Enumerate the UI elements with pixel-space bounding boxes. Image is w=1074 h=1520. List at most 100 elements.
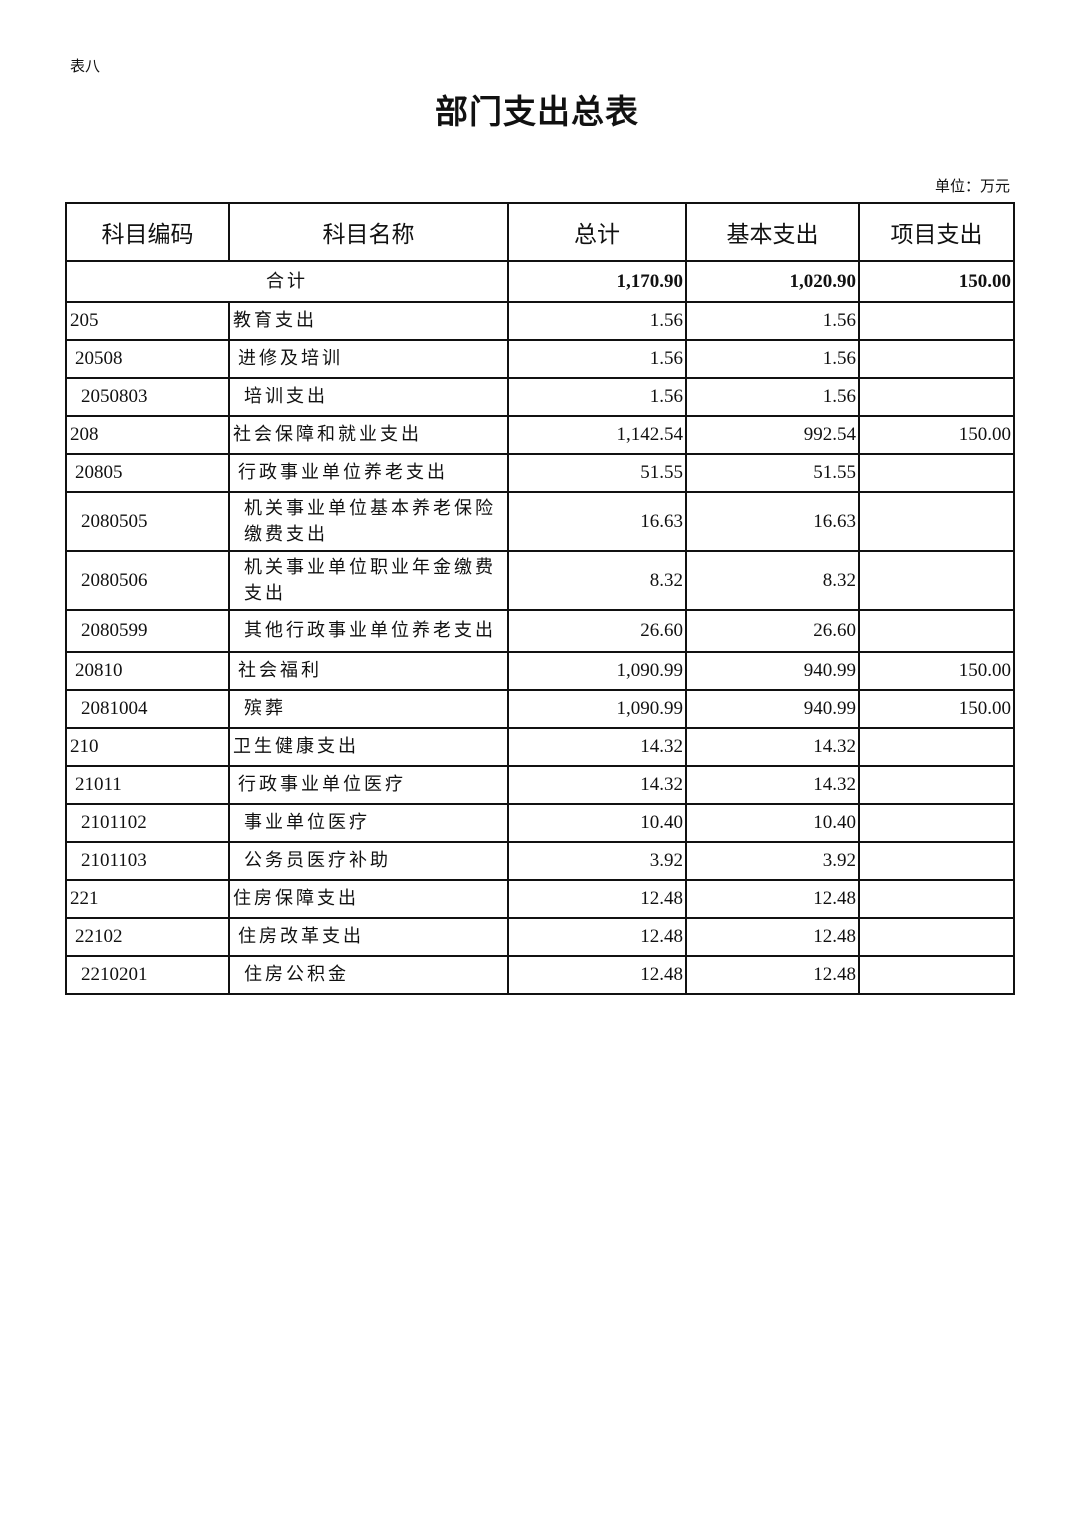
row-total: 16.63 <box>507 491 687 552</box>
header-row: 科目编码 科目名称 总计 基本支出 项目支出 <box>65 202 1015 262</box>
table-row: 20810 社会福利 1,090.99 940.99 150.00 <box>65 651 1015 691</box>
row-name: 殡葬 <box>228 689 509 729</box>
table-row: 2101103 公务员医疗补助 3.92 3.92 <box>65 841 1015 881</box>
row-total: 26.60 <box>507 609 687 653</box>
table-row: 2080505 机关事业单位基本养老保险缴费支出 16.63 16.63 <box>65 491 1015 552</box>
header-basic: 基本支出 <box>685 202 860 262</box>
row-total: 12.48 <box>507 917 687 957</box>
row-project <box>858 550 1015 611</box>
row-code: 22102 <box>65 917 230 957</box>
row-total: 12.48 <box>507 879 687 919</box>
row-code: 2050803 <box>65 377 230 417</box>
row-project <box>858 609 1015 653</box>
table-row: 221 住房保障支出 12.48 12.48 <box>65 879 1015 919</box>
row-name: 机关事业单位基本养老保险缴费支出 <box>228 491 509 552</box>
page-title: 部门支出总表 <box>435 92 639 131</box>
table-row: 20805 行政事业单位养老支出 51.55 51.55 <box>65 453 1015 493</box>
row-code: 2080506 <box>65 550 230 611</box>
unit-label: 单位：万元 <box>934 177 1010 195</box>
row-name: 行政事业单位养老支出 <box>228 453 509 493</box>
row-project <box>858 301 1015 341</box>
row-project: 150.00 <box>858 415 1015 455</box>
row-name: 住房公积金 <box>228 955 509 995</box>
row-total: 14.32 <box>507 727 687 767</box>
row-name: 进修及培训 <box>228 339 509 379</box>
total-total: 1,170.90 <box>507 260 687 303</box>
table-row: 2210201 住房公积金 12.48 12.48 <box>65 955 1015 995</box>
row-name: 住房保障支出 <box>228 879 509 919</box>
row-total: 1,090.99 <box>507 651 687 691</box>
row-code: 210 <box>65 727 230 767</box>
table-row: 2101102 事业单位医疗 10.40 10.40 <box>65 803 1015 843</box>
row-project <box>858 917 1015 957</box>
table-row: 210 卫生健康支出 14.32 14.32 <box>65 727 1015 767</box>
row-name: 卫生健康支出 <box>228 727 509 767</box>
header-name: 科目名称 <box>228 202 509 262</box>
row-total: 1.56 <box>507 377 687 417</box>
row-total: 1.56 <box>507 301 687 341</box>
row-basic: 14.32 <box>685 727 860 767</box>
row-basic: 26.60 <box>685 609 860 653</box>
total-project: 150.00 <box>858 260 1015 303</box>
row-basic: 940.99 <box>685 689 860 729</box>
row-project <box>858 841 1015 881</box>
table-row: 2080599 其他行政事业单位养老支出 26.60 26.60 <box>65 609 1015 653</box>
table-row: 21011 行政事业单位医疗 14.32 14.32 <box>65 765 1015 805</box>
row-basic: 1.56 <box>685 339 860 379</box>
row-basic: 940.99 <box>685 651 860 691</box>
row-code: 21011 <box>65 765 230 805</box>
row-code: 20810 <box>65 651 230 691</box>
row-name: 机关事业单位职业年金缴费支出 <box>228 550 509 611</box>
table-row: 208 社会保障和就业支出 1,142.54 992.54 150.00 <box>65 415 1015 455</box>
row-basic: 1.56 <box>685 377 860 417</box>
row-code: 2081004 <box>65 689 230 729</box>
row-name: 教育支出 <box>228 301 509 341</box>
row-project: 150.00 <box>858 651 1015 691</box>
row-code: 208 <box>65 415 230 455</box>
row-project <box>858 377 1015 417</box>
row-project <box>858 803 1015 843</box>
row-basic: 992.54 <box>685 415 860 455</box>
total-label: 合计 <box>65 260 509 303</box>
row-code: 205 <box>65 301 230 341</box>
header-code: 科目编码 <box>65 202 230 262</box>
row-project <box>858 727 1015 767</box>
table-row: 20508 进修及培训 1.56 1.56 <box>65 339 1015 379</box>
row-basic: 10.40 <box>685 803 860 843</box>
row-name: 其他行政事业单位养老支出 <box>228 609 509 653</box>
header-total: 总计 <box>507 202 687 262</box>
expenditure-table: 科目编码 科目名称 总计 基本支出 项目支出 合计 1,170.90 1,020… <box>65 202 1015 995</box>
total-basic: 1,020.90 <box>685 260 860 303</box>
row-basic: 8.32 <box>685 550 860 611</box>
row-project <box>858 339 1015 379</box>
table-row: 22102 住房改革支出 12.48 12.48 <box>65 917 1015 957</box>
row-name: 住房改革支出 <box>228 917 509 957</box>
row-name: 行政事业单位医疗 <box>228 765 509 805</box>
row-name: 社会保障和就业支出 <box>228 415 509 455</box>
row-code: 2080599 <box>65 609 230 653</box>
total-row: 合计 1,170.90 1,020.90 150.00 <box>65 260 1015 303</box>
row-basic: 16.63 <box>685 491 860 552</box>
row-total: 8.32 <box>507 550 687 611</box>
table-row: 205 教育支出 1.56 1.56 <box>65 301 1015 341</box>
row-total: 14.32 <box>507 765 687 805</box>
row-code: 2101102 <box>65 803 230 843</box>
row-total: 12.48 <box>507 955 687 995</box>
row-project <box>858 491 1015 552</box>
row-name: 事业单位医疗 <box>228 803 509 843</box>
row-project <box>858 765 1015 805</box>
row-basic: 12.48 <box>685 917 860 957</box>
row-total: 1.56 <box>507 339 687 379</box>
table-label: 表八 <box>70 57 101 75</box>
table-row: 2081004 殡葬 1,090.99 940.99 150.00 <box>65 689 1015 729</box>
table-row: 2080506 机关事业单位职业年金缴费支出 8.32 8.32 <box>65 550 1015 611</box>
row-basic: 3.92 <box>685 841 860 881</box>
row-basic: 1.56 <box>685 301 860 341</box>
row-name: 公务员医疗补助 <box>228 841 509 881</box>
row-project: 150.00 <box>858 689 1015 729</box>
row-code: 221 <box>65 879 230 919</box>
row-total: 51.55 <box>507 453 687 493</box>
row-total: 1,142.54 <box>507 415 687 455</box>
header-project: 项目支出 <box>858 202 1015 262</box>
row-basic: 12.48 <box>685 955 860 995</box>
